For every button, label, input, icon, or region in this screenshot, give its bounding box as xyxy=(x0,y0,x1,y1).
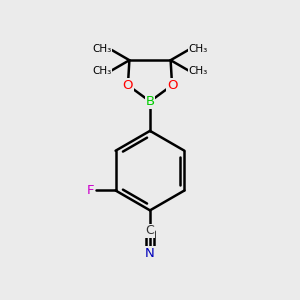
Text: B: B xyxy=(146,95,154,108)
Text: CH₃: CH₃ xyxy=(188,44,208,54)
Text: C: C xyxy=(146,224,154,238)
Text: CH₃: CH₃ xyxy=(92,44,112,54)
Text: F: F xyxy=(87,184,94,197)
Text: CH₃: CH₃ xyxy=(188,66,208,76)
Text: CH₃: CH₃ xyxy=(92,66,112,76)
Text: O: O xyxy=(123,79,133,92)
Text: N: N xyxy=(145,247,155,260)
Text: O: O xyxy=(167,79,177,92)
